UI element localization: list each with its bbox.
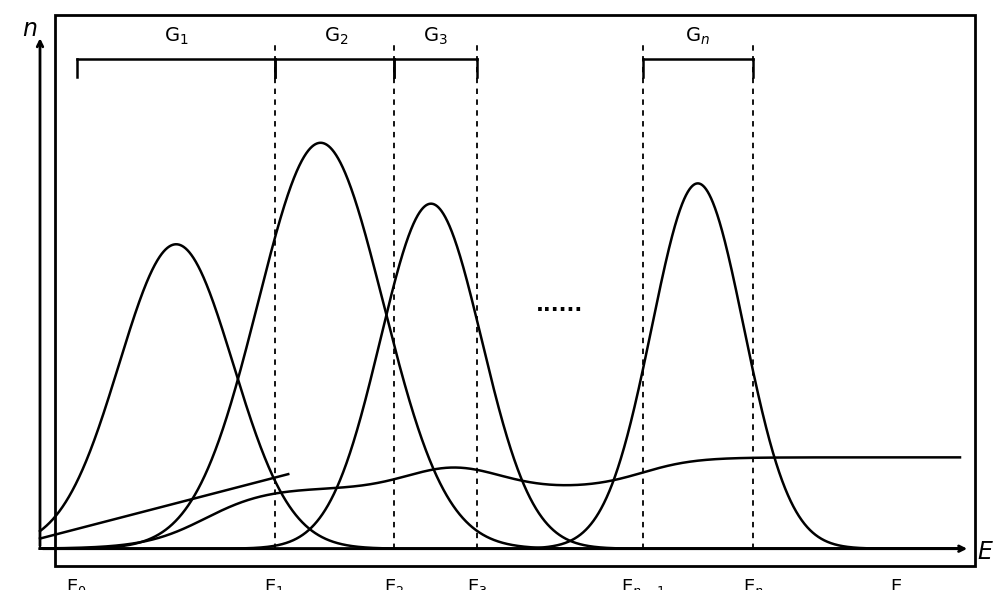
Text: ......: ...... [536, 295, 583, 315]
Text: G$_1$: G$_1$ [164, 26, 188, 47]
Text: E$_n$: E$_n$ [743, 577, 763, 590]
Text: E: E [978, 540, 992, 563]
Text: E$_3$: E$_3$ [467, 577, 487, 590]
Text: E$_1$: E$_1$ [264, 577, 285, 590]
Text: E$_{n-1}$: E$_{n-1}$ [621, 577, 665, 590]
Text: G$_n$: G$_n$ [685, 26, 710, 47]
Text: G$_3$: G$_3$ [423, 26, 448, 47]
Text: n: n [22, 18, 38, 41]
Text: G$_2$: G$_2$ [324, 26, 349, 47]
Text: E: E [890, 578, 901, 590]
Text: E$_0$: E$_0$ [66, 577, 87, 590]
Text: E$_2$: E$_2$ [384, 577, 404, 590]
